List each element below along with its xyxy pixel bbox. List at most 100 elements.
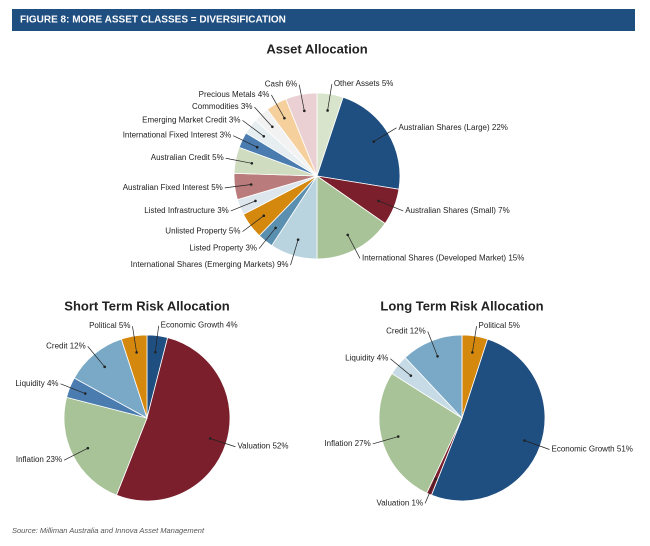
slice-label: Listed Infrastructure 3% [144,206,229,215]
chart-title: Asset Allocation [266,41,367,56]
value-label: 3% [229,115,241,124]
value-label: 5% [382,79,394,88]
leader-dot [254,199,257,203]
category-label: International Shares (Developed Market) [362,254,506,263]
value-label: 52% [272,442,288,451]
value-label: 3% [220,131,232,140]
leader-line [87,346,105,368]
chart-title: Short Term Risk Allocation [64,298,229,313]
leader-line [210,438,236,448]
category-label: Emerging Market Credit [142,115,227,124]
value-label: 22% [492,123,508,132]
category-label: Credit [386,327,408,336]
category-label: Australian Shares (Large) [399,123,490,132]
header: FIGURE 8: MORE ASSET CLASSES = DIVERSIFI… [20,15,286,26]
slice-label: Australian Shares (Small) 7% [405,206,510,215]
category-label: Australian Shares (Small) [405,206,496,215]
leader-line [524,440,550,450]
slice-label: Political 5% [479,321,520,330]
category-label: Valuation [377,498,410,507]
leader-dot [523,439,526,442]
category-label: Cash [265,80,284,89]
leader-line [233,135,258,148]
leader-line [424,478,436,504]
slice-label: Political 5% [89,321,130,330]
value-label: 4% [47,379,59,388]
value-label: 4% [377,354,389,363]
category-label: International Fixed Interest [123,131,218,140]
leader-line [132,326,137,353]
slice-label: Australian Shares (Large) 22% [399,123,508,132]
slice-label: Listed Property 3% [189,244,257,253]
leader-line [472,326,477,353]
category-label: Inflation [16,455,44,464]
value-label: 5% [212,153,224,162]
leader-dot [274,226,277,230]
slice-label: Emerging Market Credit 3% [142,115,240,124]
value-label: 4% [226,321,238,330]
slice-label: Valuation 1% [377,498,424,507]
value-label: 15% [508,254,524,263]
leader-line [254,106,273,128]
category-label: Credit [46,341,68,350]
leader-line [372,436,399,445]
category-label: Political [479,321,507,330]
leader-dot [249,183,253,186]
value-label: 12% [70,341,86,350]
slice-label: Liquidity 4% [345,354,388,363]
value-label: 7% [498,206,510,215]
value-label: 3% [217,206,229,215]
category-label: Political [89,321,117,330]
value-label: 5% [211,183,223,192]
leader-line [230,200,256,212]
category-label: Valuation [237,442,270,451]
leader-line [63,447,88,461]
category-label: Australian Fixed Interest [123,183,210,192]
slice-label: International Shares (Developed Market) … [362,254,524,263]
source: Source: Milliman Australia and Innova As… [12,526,205,535]
slice-label: Commodities 3% [192,102,252,111]
category-label: International Shares (Emerging Markets) [131,260,275,269]
leader-line [242,120,264,137]
leader-dot [283,116,286,120]
slice-label: Unlisted Property 5% [165,227,240,236]
category-label: Australian Credit [151,153,211,162]
value-label: 4% [258,90,270,99]
header-bar [12,9,635,31]
leader-dot [250,162,254,165]
category-label: Unlisted Property [165,227,226,236]
value-label: 6% [286,80,298,89]
slice-label: Credit 12% [46,341,86,350]
value-label: 12% [410,327,426,336]
leader-line [390,358,412,376]
slice-label: Australian Credit 5% [151,153,224,162]
leader-dot [135,351,138,354]
leader-line [271,94,285,119]
category-label: Economic Growth [552,445,615,454]
value-label: 3% [245,244,257,253]
leader-line [347,234,361,259]
slice-label: Precious Metals 4% [199,90,270,99]
leader-dot [262,134,266,138]
slice-label: Economic Growth 4% [161,321,238,330]
leader-dot [471,351,474,354]
leader-line [373,127,397,142]
leader-dot [271,125,274,129]
value-label: 23% [46,455,62,464]
slice-label: Australian Fixed Interest 5% [123,183,223,192]
leader-dot [296,238,300,241]
category-label: Liquidity [345,354,374,363]
category-label: Other Assets [334,79,380,88]
leader-line [225,157,252,164]
category-label: Economic Growth [161,321,224,330]
leader-dot [262,214,266,218]
leader-line [378,200,404,212]
leader-line [60,383,86,394]
leader-line [427,331,438,357]
slice-label: Valuation 52% [237,442,288,451]
leader-dot [83,392,87,395]
slice-label: Inflation 27% [324,439,370,448]
value-label: 5% [229,227,241,236]
leader-dot [303,109,306,113]
